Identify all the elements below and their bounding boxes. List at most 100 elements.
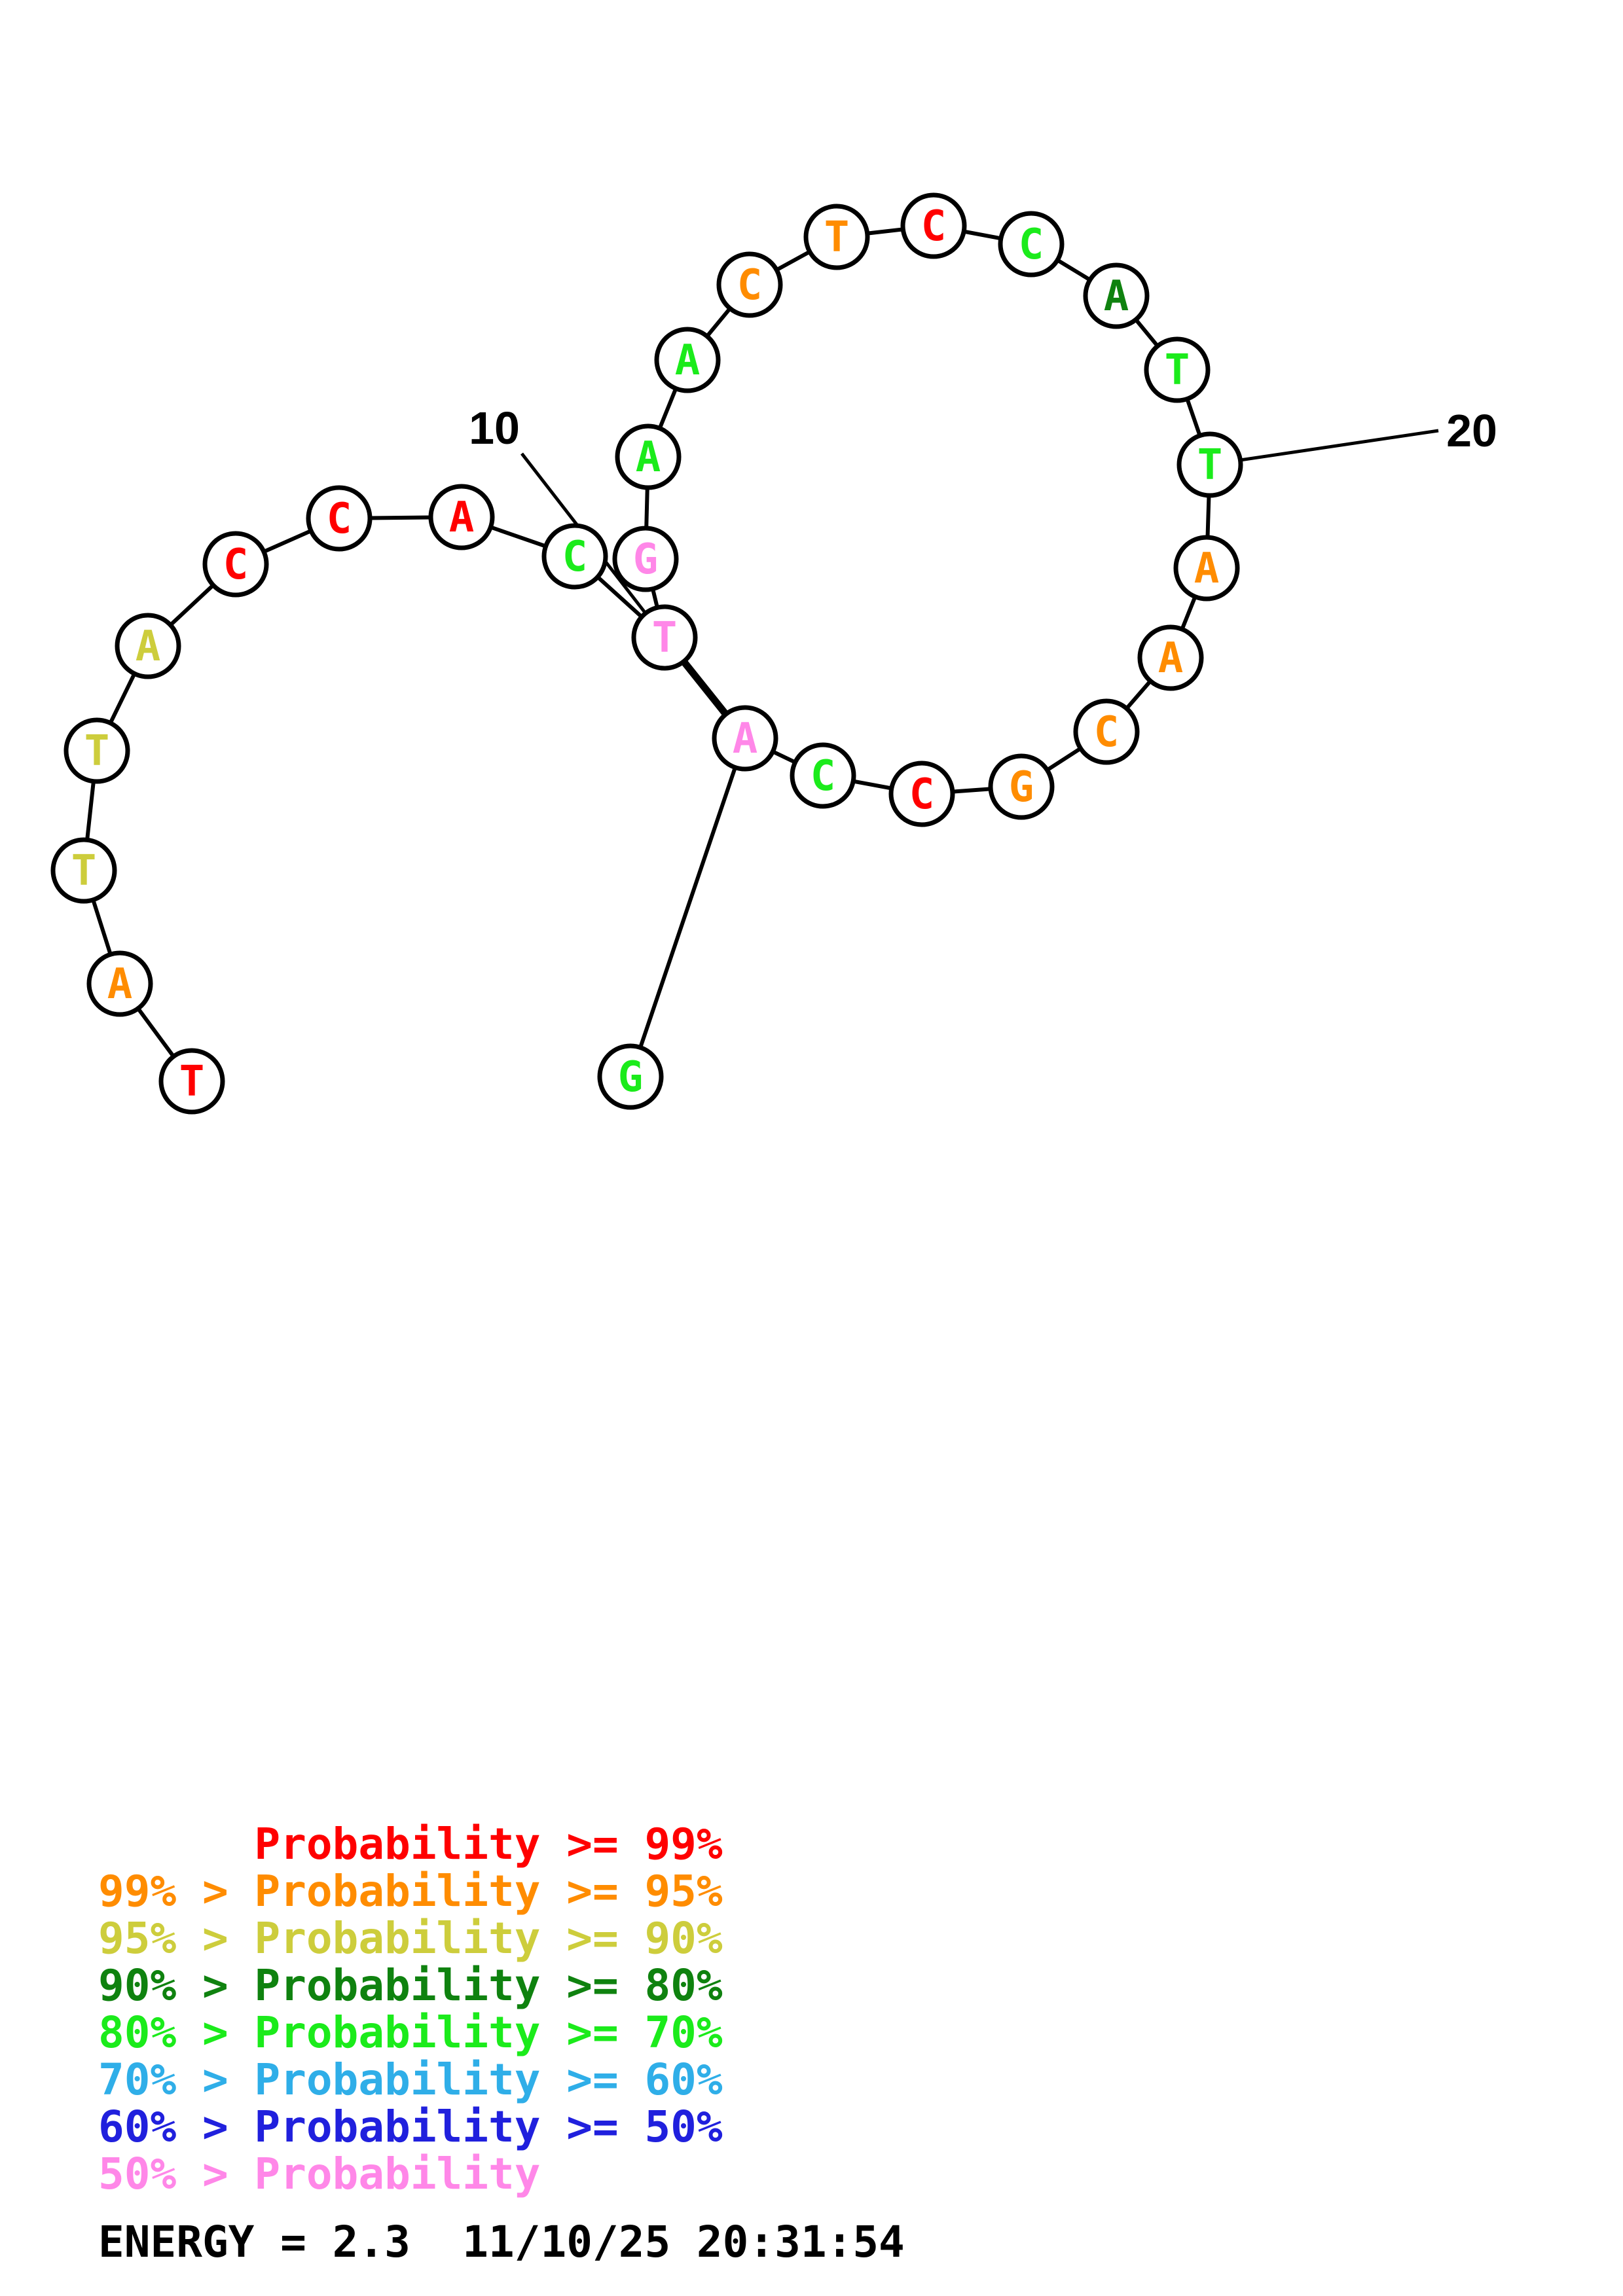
legend-row-prob-ge-99: Probability >= 99% bbox=[98, 1819, 723, 1869]
nucleotide-base: C bbox=[909, 770, 935, 819]
nucleotide-circle bbox=[803, 204, 870, 270]
nucleotide-circle bbox=[790, 742, 856, 809]
nucleotide-base: A bbox=[1158, 634, 1184, 683]
nucleotide-27: A bbox=[712, 705, 778, 772]
nucleotide-23: C bbox=[1073, 698, 1140, 765]
nucleotide-25: C bbox=[888, 761, 955, 827]
nucleotides: T A T T A C C A C T G A A C T C C A T T … bbox=[50, 192, 1243, 1115]
nucleotide-26: C bbox=[790, 742, 856, 809]
nucleotide-13: A bbox=[654, 327, 721, 393]
nucleotide-1: T bbox=[158, 1048, 225, 1115]
nucleotide-10: T bbox=[631, 604, 698, 671]
nucleotide-circle bbox=[541, 523, 608, 590]
nucleotide-22: A bbox=[1137, 624, 1204, 691]
nucleotide-circle bbox=[202, 531, 269, 598]
legend-row-prob-70-80: 80% > Probability >= 70% bbox=[98, 2007, 723, 2058]
nucleotide-3: T bbox=[50, 837, 117, 904]
nucleotide-circle bbox=[115, 613, 181, 679]
nucleotide-base: G bbox=[633, 535, 659, 584]
probability-legend: Probability >= 99% 99% > Probability >= … bbox=[98, 1819, 723, 2199]
nucleotide-base: A bbox=[1194, 545, 1220, 593]
nucleotide-base: C bbox=[327, 495, 352, 543]
nucleotide-circle bbox=[654, 327, 721, 393]
nucleotide-14: C bbox=[716, 251, 783, 318]
nucleotide-circle bbox=[1083, 262, 1150, 329]
legend-row-prob-80-90: 90% > Probability >= 80% bbox=[98, 1960, 723, 2011]
nucleotide-base: A bbox=[733, 715, 758, 763]
legend-row-prob-90-95: 95% > Probability >= 90% bbox=[98, 1913, 723, 1964]
nucleotide-base: A bbox=[136, 622, 161, 671]
nucleotide-base: A bbox=[1104, 272, 1129, 321]
nucleotide-base: C bbox=[223, 541, 249, 589]
nucleotide-15: T bbox=[803, 204, 870, 270]
nucleotide-circle bbox=[428, 484, 495, 550]
nucleotide-circle bbox=[716, 251, 783, 318]
nucleotide-circle bbox=[86, 950, 153, 1017]
nucleotide-base: G bbox=[1009, 763, 1034, 812]
legend-row-prob-60-70: 70% > Probability >= 60% bbox=[98, 2054, 723, 2105]
nucleotide-7: C bbox=[306, 485, 373, 552]
nucleotide-circle bbox=[888, 761, 955, 827]
nucleotide-circle bbox=[631, 604, 698, 671]
nucleotide-base: T bbox=[179, 1058, 205, 1106]
nucleotide-base: C bbox=[1019, 221, 1044, 269]
nucleotide-11: G bbox=[612, 526, 679, 592]
legend-row-prob-50-60: 60% > Probability >= 50% bbox=[98, 2102, 723, 2152]
nucleotide-base: T bbox=[652, 614, 678, 662]
nucleotide-2: A bbox=[86, 950, 153, 1017]
nucleotide-base: T bbox=[71, 847, 97, 895]
nucleotide-19: T bbox=[1144, 336, 1211, 403]
nucleotide-circle bbox=[612, 526, 679, 592]
nucleotide-circle bbox=[158, 1048, 225, 1115]
nucleotide-circle bbox=[1137, 624, 1204, 691]
nucleotide-12: A bbox=[615, 423, 682, 490]
nucleotide-6: C bbox=[202, 531, 269, 598]
energy-timestamp-line: ENERGY = 2.3 11/10/25 20:31:54 bbox=[98, 2217, 905, 2267]
nucleotide-8: A bbox=[428, 484, 495, 550]
nucleotide-base: C bbox=[921, 202, 947, 251]
nucleotide-17: C bbox=[998, 211, 1065, 278]
nucleotide-base: A bbox=[107, 960, 133, 1009]
nucleotide-base: C bbox=[1094, 708, 1120, 757]
backbone-segment-27-28 bbox=[629, 738, 747, 1077]
legend-row-prob-lt-50: 50% > Probability bbox=[98, 2149, 541, 2199]
legend-row-prob-95-99: 99% > Probability >= 95% bbox=[98, 1866, 723, 1916]
nucleotide-4: T bbox=[64, 717, 130, 784]
nucleotide-circle bbox=[1144, 336, 1211, 403]
nucleotide-circle bbox=[998, 211, 1065, 278]
nucleotide-circle bbox=[1173, 535, 1240, 601]
nucleotide-16: C bbox=[900, 192, 967, 259]
nucleotide-circle bbox=[306, 485, 373, 552]
nucleotide-base: C bbox=[562, 533, 588, 581]
nucleotide-18: A bbox=[1083, 262, 1150, 329]
nucleotide-24: G bbox=[988, 753, 1055, 820]
nucleotide-base: T bbox=[824, 213, 850, 262]
nucleotide-20: T bbox=[1176, 431, 1243, 498]
nucleotide-9: C bbox=[541, 523, 608, 590]
nucleotide-base: A bbox=[449, 493, 475, 542]
nucleotide-circle bbox=[1176, 431, 1243, 498]
nucleotide-circle bbox=[597, 1043, 664, 1110]
nucleotide-base: T bbox=[1165, 346, 1190, 395]
nucleotide-base: T bbox=[1197, 441, 1223, 490]
nucleotide-circle bbox=[1073, 698, 1140, 765]
label-20-pointer-line bbox=[1239, 429, 1439, 462]
nucleotide-base: A bbox=[636, 433, 661, 482]
nucleotide-circle bbox=[712, 705, 778, 772]
nucleotide-21: A bbox=[1173, 535, 1240, 601]
nucleotide-base: C bbox=[737, 261, 763, 310]
nucleotide-circle bbox=[900, 192, 967, 259]
nucleotide-28: G bbox=[597, 1043, 664, 1110]
nucleotide-circle bbox=[988, 753, 1055, 820]
nucleotide-circle bbox=[615, 423, 682, 490]
position-label-20: 20 bbox=[1446, 405, 1497, 456]
nucleotide-circle bbox=[50, 837, 117, 904]
nucleotide-base: C bbox=[811, 752, 836, 800]
nucleotide-base: G bbox=[618, 1053, 644, 1102]
nucleotide-base: A bbox=[675, 336, 701, 385]
nucleotide-base: T bbox=[84, 727, 110, 776]
nucleotide-5: A bbox=[115, 613, 181, 679]
position-label-10: 10 bbox=[469, 403, 520, 454]
